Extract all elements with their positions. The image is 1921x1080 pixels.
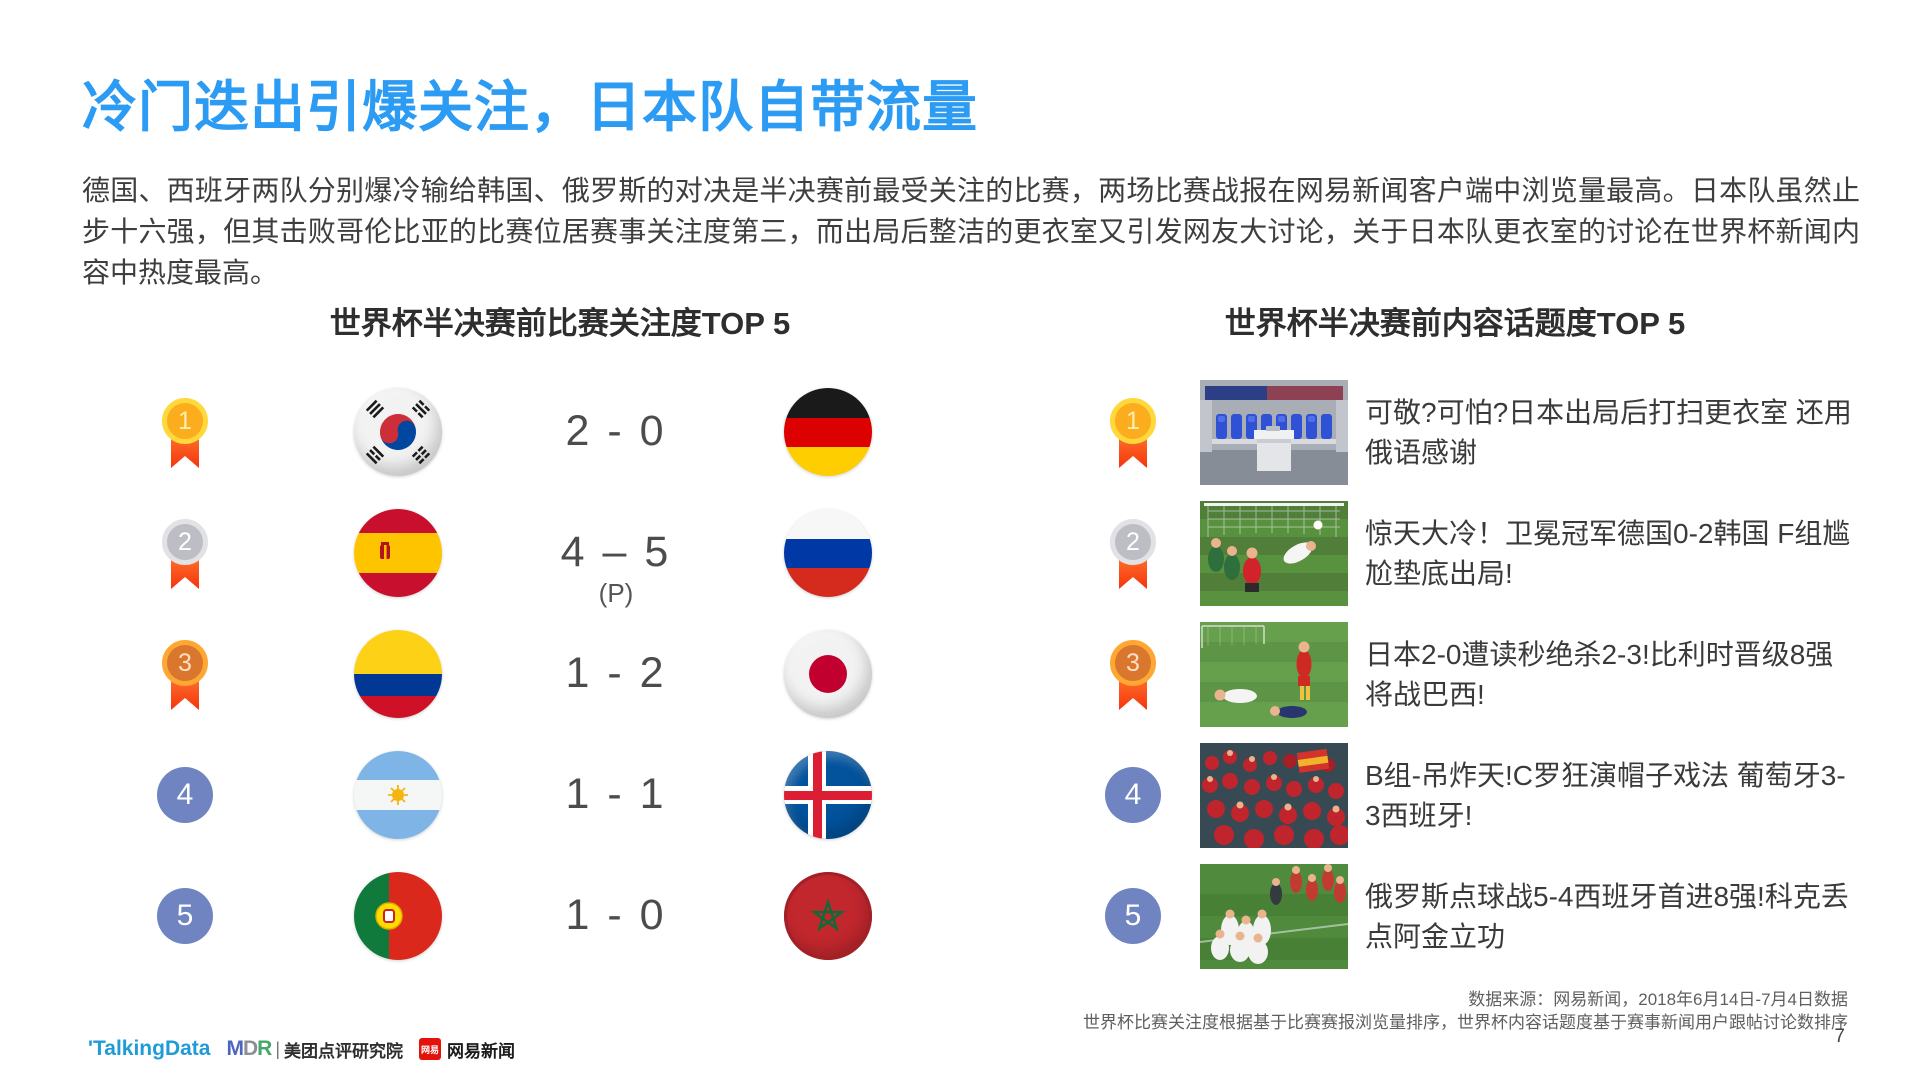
score-value: 1 - 0	[565, 891, 667, 939]
topic-row-5: 5 俄罗斯点球战5-4西班牙首进8强!科克丢点阿金立功	[1100, 856, 1870, 977]
match-row-5: 5 1 - 0	[130, 856, 930, 977]
south-korea-taegeuk-icon	[365, 399, 431, 465]
topic-row-3: 3 日本2-0遭读秒绝杀	[1100, 614, 1870, 735]
score-value: 1 - 2	[565, 649, 667, 697]
spain-crest-icon	[380, 542, 390, 559]
rank-number: 5	[176, 899, 194, 932]
data-source-note: 数据来源：网易新闻，2018年6月14日-7月4日数据 世界杯比赛关注度根据基于…	[648, 988, 1848, 1034]
match-score: 1 - 0	[506, 856, 726, 977]
news-thumbnail-fans	[1200, 743, 1348, 848]
match-row-3: 3 1 - 2	[130, 614, 930, 735]
rank-number: 3	[178, 648, 192, 677]
news-thumbnail-russia-celebration	[1200, 864, 1348, 969]
source-line-2: 世界杯比赛关注度根据基于比赛赛报浏览量排序，世界杯内容话题度基于赛事新闻用户跟帖…	[1083, 1013, 1848, 1032]
match-row-1: 1	[130, 372, 930, 493]
score-value: 2 - 0	[565, 407, 667, 455]
flag-south-korea	[354, 388, 442, 476]
flag-russia	[784, 509, 872, 597]
rank-1-gold-medal-icon: 1	[1110, 398, 1156, 476]
match-panel-title: 世界杯半决赛前比赛关注度TOP 5	[329, 306, 791, 341]
page-number: 7	[1834, 1026, 1845, 1047]
topic-row-2: 2	[1100, 493, 1870, 614]
score-value: 1 - 1	[565, 770, 667, 818]
match-score: 1 - 1	[506, 735, 726, 856]
news-headline: 俄罗斯点球战5-4西班牙首进8强!科克丢点阿金立功	[1365, 880, 1849, 952]
news-headline: 日本2-0遭读秒绝杀2-3!比利时晋级8强将战巴西!	[1365, 638, 1834, 710]
rank-4-badge: 4	[157, 767, 213, 823]
rank-5-badge: 5	[157, 888, 213, 944]
match-score: 4 – 5 (P)	[506, 493, 726, 614]
news-headline: B组-吊炸天!C罗狂演帽子戏法 葡萄牙3-3西班牙!	[1365, 759, 1846, 831]
rank-number: 4	[1124, 778, 1142, 811]
flag-portugal	[354, 872, 442, 960]
rank-2-silver-medal-icon: 2	[1110, 519, 1156, 597]
score-value: 4 – 5	[560, 528, 672, 576]
rank-2-silver-medal-icon: 2	[162, 519, 208, 597]
rank-number: 5	[1124, 899, 1142, 932]
score-note: (P)	[598, 578, 634, 608]
news-thumbnail-locker-room	[1200, 380, 1348, 485]
topic-ranking-panel: 1 可敬?可怕?日本出局	[1100, 372, 1870, 982]
flag-spain	[354, 509, 442, 597]
rank-number: 4	[176, 778, 194, 811]
match-row-4: 4 1 - 1	[130, 735, 930, 856]
morocco-star-icon	[810, 898, 846, 932]
match-score: 2 - 0	[506, 372, 726, 493]
page-title: 冷门迭出引爆关注，日本队自带流量	[82, 76, 979, 138]
japan-sun-disc-icon	[809, 655, 847, 693]
rank-number: 1	[1126, 406, 1140, 435]
rank-number: 2	[1126, 527, 1140, 556]
flag-colombia	[354, 630, 442, 718]
flag-germany	[784, 388, 872, 476]
flag-morocco	[784, 872, 872, 960]
footer-logos: 'TalkingData MDR | 美团点评研究院 网易 网易新闻	[88, 1036, 515, 1062]
news-headline: 可敬?可怕?日本出局后打扫更衣室 还用俄语感谢	[1365, 396, 1852, 468]
news-thumbnail-germany-korea	[1200, 501, 1348, 606]
rank-number: 3	[1126, 648, 1140, 677]
news-thumbnail-japan-belgium	[1200, 622, 1348, 727]
match-ranking-panel: 1	[130, 372, 930, 982]
topic-panel-title: 世界杯半决赛前内容话题度TOP 5	[1224, 306, 1686, 341]
match-row-2: 2 4 – 5 (P)	[130, 493, 930, 614]
news-headline: 惊天大冷！卫冕冠军德国0-2韩国 F组尴尬垫底出局!	[1365, 517, 1851, 589]
rank-number: 1	[178, 406, 192, 435]
rank-5-badge: 5	[1105, 888, 1161, 944]
portugal-crest-icon	[375, 902, 403, 930]
meituan-dianping-research-logo: MDR | 美团点评研究院	[226, 1037, 403, 1061]
flag-iceland	[784, 751, 872, 839]
topic-row-4: 4 B组-吊炸天!C罗狂演帽子戏法 葡萄牙3-3西班牙!	[1100, 735, 1870, 856]
rank-4-badge: 4	[1105, 767, 1161, 823]
netease-badge-icon: 网易	[419, 1038, 441, 1060]
talkingdata-logo: 'TalkingData	[88, 1037, 211, 1060]
match-score: 1 - 2	[506, 614, 726, 735]
flag-argentina	[354, 751, 442, 839]
rank-1-gold-medal-icon: 1	[162, 398, 208, 476]
body-paragraph: 德国、西班牙两队分别爆冷输给韩国、俄罗斯的对决是半决赛前最受关注的比赛，两场比赛…	[82, 175, 1860, 288]
rank-number: 2	[178, 527, 192, 556]
rank-3-bronze-medal-icon: 3	[162, 640, 208, 718]
flag-japan	[784, 630, 872, 718]
netease-news-logo: 网易 网易新闻	[419, 1037, 515, 1062]
rank-3-bronze-medal-icon: 3	[1110, 640, 1156, 718]
source-line-1: 数据来源：网易新闻，2018年6月14日-7月4日数据	[1468, 990, 1848, 1009]
argentina-sun-icon	[388, 785, 408, 805]
topic-row-1: 1 可敬?可怕?日本出局	[1100, 372, 1870, 493]
